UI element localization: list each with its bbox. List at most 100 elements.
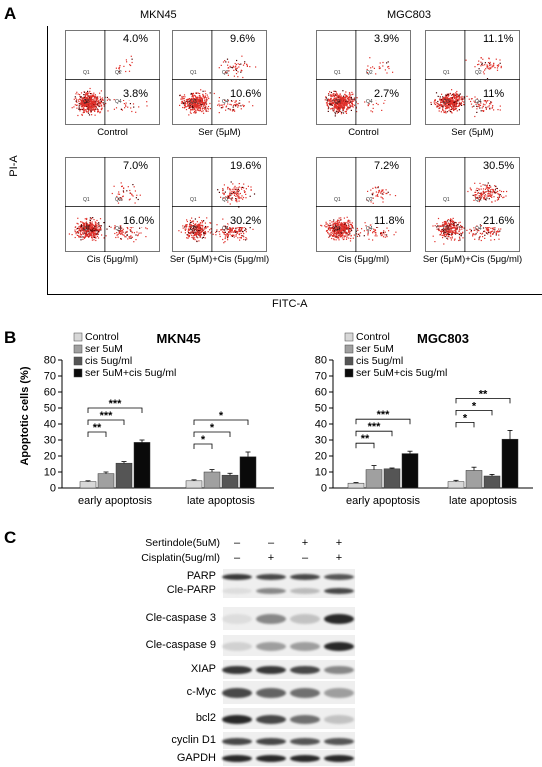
protein-label: GAPDH [176, 751, 216, 764]
lower-right-percent: 3.8% [122, 88, 150, 100]
blot-band [290, 737, 320, 745]
flow-plot [65, 30, 160, 125]
significance-bracket [87, 407, 143, 413]
quadrant-label: Q2 [222, 70, 229, 76]
upper-right-percent: 19.6% [229, 160, 263, 172]
bar [447, 481, 465, 489]
blot-band [290, 666, 320, 674]
quadrant-label: Q1 [334, 70, 341, 76]
bar [97, 473, 115, 489]
panel-c-letter: C [4, 528, 17, 547]
treatment-mark: + [335, 552, 343, 564]
quadrant-label: Q4 [115, 99, 122, 105]
treatment-mark: – [267, 537, 275, 549]
quadrant-label: Q2 [366, 197, 373, 203]
bar [239, 456, 257, 489]
bar [185, 480, 203, 489]
blot-strip [223, 681, 355, 704]
y-tick-label: 40 [44, 419, 56, 431]
blot-band [222, 574, 252, 580]
blot-strip [223, 708, 355, 729]
flow-plot [172, 157, 267, 252]
upper-right-percent: 11.1% [482, 33, 515, 45]
quadrant-label: Q4 [366, 226, 373, 232]
treatment-mark: – [233, 552, 241, 564]
quadrant-label: Q4 [366, 99, 373, 105]
blot-band [222, 755, 252, 762]
quadrant-label: Q3 [334, 226, 341, 232]
bar [383, 468, 401, 489]
quadrant-label: Q1 [443, 197, 450, 203]
quadrant-label: Q3 [190, 99, 197, 105]
panel-a-x-label: FITC-A [272, 298, 308, 310]
panel-a-right-title: MGC803 [387, 9, 432, 21]
plot-condition-label: Ser (5μM) [198, 127, 241, 138]
upper-right-percent: 30.5% [482, 160, 516, 172]
blot-band [256, 688, 286, 698]
protein-label: c-Myc [186, 686, 216, 698]
significance-bracket [455, 422, 475, 428]
significance-bracket [455, 410, 493, 416]
y-tick-label: 80 [44, 355, 56, 367]
quadrant-label: Q1 [190, 197, 197, 203]
treatment-mark: + [301, 537, 309, 549]
y-tick-label: 60 [315, 387, 327, 399]
chart-title: MKN45 [157, 331, 201, 346]
significance-label: *** [377, 409, 391, 421]
legend-label: Control [356, 331, 390, 343]
protein-label: Cle-caspase 9 [145, 639, 216, 651]
blot-strip [223, 607, 355, 630]
y-tick-label: 50 [44, 403, 56, 415]
y-tick-label: 30 [315, 435, 327, 447]
bar [79, 481, 97, 489]
quadrant-label: Q2 [475, 70, 482, 76]
blot-strip [223, 750, 355, 766]
legend-label: ser 5uM [356, 343, 394, 355]
legend-label: ser 5uM+cis 5ug/ml [356, 367, 447, 379]
lower-right-percent: 10.6% [229, 88, 263, 100]
blot-band [290, 641, 320, 651]
blot-strip [223, 635, 355, 656]
protein-label: Cle-caspase 3 [145, 612, 216, 624]
y-tick-label: 70 [315, 371, 327, 383]
significance-bracket [193, 431, 231, 437]
panel-a-left-title: MKN45 [140, 9, 177, 21]
protein-label: PARP [186, 570, 216, 582]
flow-plot [65, 157, 160, 252]
category-label: early apoptosis [346, 495, 420, 507]
bar [203, 471, 221, 489]
plot-condition-label: Control [97, 127, 128, 138]
plot-condition-label: Cis (5μg/ml) [337, 254, 390, 265]
blot-band [222, 588, 252, 594]
blot-strip [223, 660, 355, 679]
y-tick-label: 70 [44, 371, 56, 383]
blot-band [222, 688, 252, 698]
plot-condition-label: Cis (5μg/ml) [86, 254, 139, 265]
treatment-mark: + [335, 537, 343, 549]
protein-label: Cle-PARP [166, 584, 216, 596]
blot-band [222, 641, 252, 651]
lower-right-percent: 11.8% [373, 215, 406, 227]
significance-label: *** [109, 398, 123, 410]
significance-bracket [87, 431, 107, 437]
blot-band [324, 666, 354, 674]
blot-band [290, 688, 320, 698]
lower-right-percent: 16.0% [122, 215, 156, 227]
quadrant-label: Q4 [475, 99, 482, 105]
quadrant-label: Q2 [222, 197, 229, 203]
significance-label: *** [100, 410, 114, 422]
bar [133, 442, 151, 489]
legend-swatch [344, 344, 354, 354]
significance-label: *** [368, 421, 382, 433]
quadrant-label: Q4 [222, 99, 229, 105]
significance-label: ** [93, 422, 102, 434]
quadrant-label: Q1 [190, 70, 197, 76]
blot-band [222, 614, 252, 624]
lower-right-percent: 30.2% [229, 215, 263, 227]
flow-plot [172, 30, 267, 125]
lower-right-percent: 2.7% [373, 88, 401, 100]
blot-band [256, 588, 286, 594]
legend-swatch [344, 368, 354, 378]
significance-bracket [193, 419, 249, 425]
